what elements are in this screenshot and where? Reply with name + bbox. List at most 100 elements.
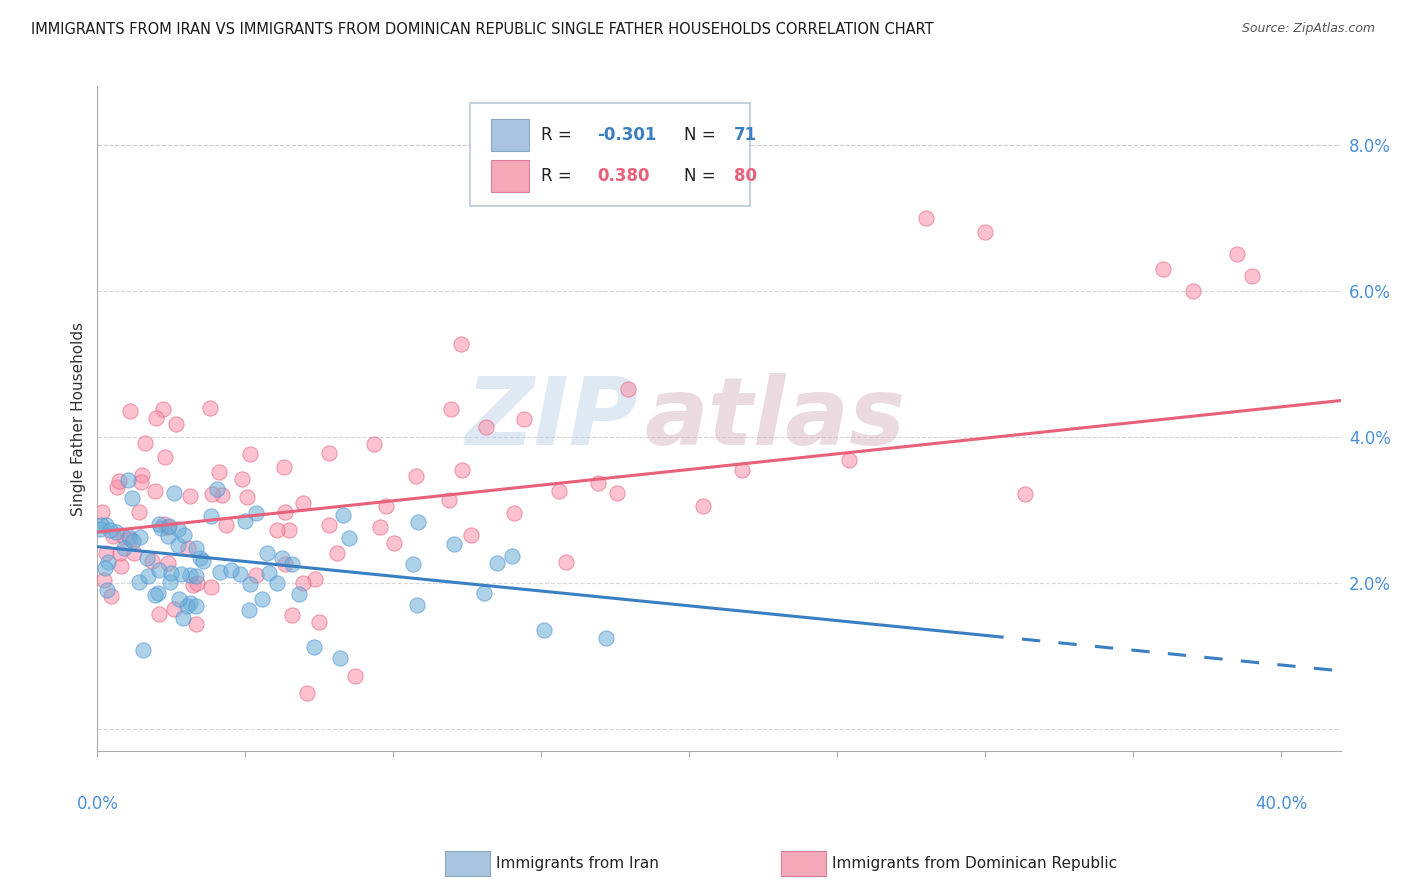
Point [548, 484, 571, 499]
Point [271, 550, 294, 565]
Point [118, 530, 141, 544]
Point [122, 546, 145, 560]
FancyBboxPatch shape [471, 103, 749, 206]
Point [93, 574, 115, 588]
Point [176, 599, 198, 614]
Point [184, 599, 207, 614]
Text: Source: ZipAtlas.com: Source: ZipAtlas.com [1241, 22, 1375, 36]
Point [329, 651, 352, 665]
Point [375, 499, 398, 513]
Text: 0.380: 0.380 [598, 167, 650, 185]
Point [288, 587, 311, 601]
Point [128, 575, 150, 590]
Point [157, 519, 180, 533]
Point [159, 575, 181, 590]
Point [101, 528, 124, 542]
Point [153, 516, 176, 531]
Point [186, 541, 208, 556]
Point [190, 551, 212, 566]
Text: N =: N = [685, 167, 716, 185]
Point [450, 337, 472, 351]
Point [245, 567, 267, 582]
Point [501, 549, 523, 563]
Point [239, 577, 262, 591]
Point [128, 505, 150, 519]
Point [186, 576, 208, 591]
Point [485, 556, 508, 570]
Point [221, 563, 243, 577]
Point [238, 603, 260, 617]
Point [533, 623, 555, 637]
Point [117, 473, 139, 487]
Point [157, 529, 180, 543]
Point [167, 592, 190, 607]
Point [200, 508, 222, 523]
Point [616, 382, 638, 396]
Point [200, 580, 222, 594]
Point [233, 514, 256, 528]
Text: 40.0%: 40.0% [1256, 795, 1308, 814]
Point [370, 520, 392, 534]
Point [437, 492, 460, 507]
Point [179, 489, 201, 503]
Point [97, 555, 120, 569]
Point [915, 211, 938, 225]
Point [405, 598, 427, 612]
Point [90, 517, 112, 532]
Point [148, 563, 170, 577]
Point [318, 446, 340, 460]
Point [122, 534, 145, 549]
Point [229, 566, 252, 581]
Point [150, 521, 173, 535]
Point [98, 523, 121, 537]
Point [201, 486, 224, 500]
Point [184, 616, 207, 631]
Point [166, 538, 188, 552]
Point [266, 576, 288, 591]
Text: 80: 80 [734, 167, 756, 185]
Point [118, 532, 141, 546]
Point [337, 531, 360, 545]
Point [554, 555, 576, 569]
Point [208, 465, 231, 479]
Point [162, 601, 184, 615]
Point [181, 577, 204, 591]
Point [443, 537, 465, 551]
Text: -0.301: -0.301 [598, 127, 657, 145]
Point [605, 189, 627, 203]
Point [108, 475, 131, 489]
Point [145, 411, 167, 425]
Point [304, 572, 326, 586]
Point [163, 486, 186, 500]
Point [291, 495, 314, 509]
Point [402, 557, 425, 571]
Text: Immigrants from Iran: Immigrants from Iran [496, 856, 659, 871]
Point [94, 546, 117, 560]
Point [100, 590, 122, 604]
Text: atlas: atlas [644, 373, 905, 465]
Point [91, 505, 114, 519]
Point [179, 596, 201, 610]
Point [382, 536, 405, 550]
Point [503, 506, 526, 520]
Point [105, 480, 128, 494]
Point [129, 530, 152, 544]
Point [121, 491, 143, 505]
Point [170, 566, 193, 581]
Point [325, 546, 347, 560]
Point [205, 482, 228, 496]
Point [208, 566, 231, 580]
Point [198, 401, 221, 415]
Point [173, 527, 195, 541]
Text: 71: 71 [734, 127, 756, 145]
Point [172, 611, 194, 625]
Point [1226, 247, 1249, 261]
Point [344, 669, 367, 683]
Point [231, 472, 253, 486]
Point [160, 566, 183, 581]
Point [146, 586, 169, 600]
Point [136, 569, 159, 583]
Point [606, 486, 628, 500]
Point [731, 463, 754, 477]
Point [245, 506, 267, 520]
